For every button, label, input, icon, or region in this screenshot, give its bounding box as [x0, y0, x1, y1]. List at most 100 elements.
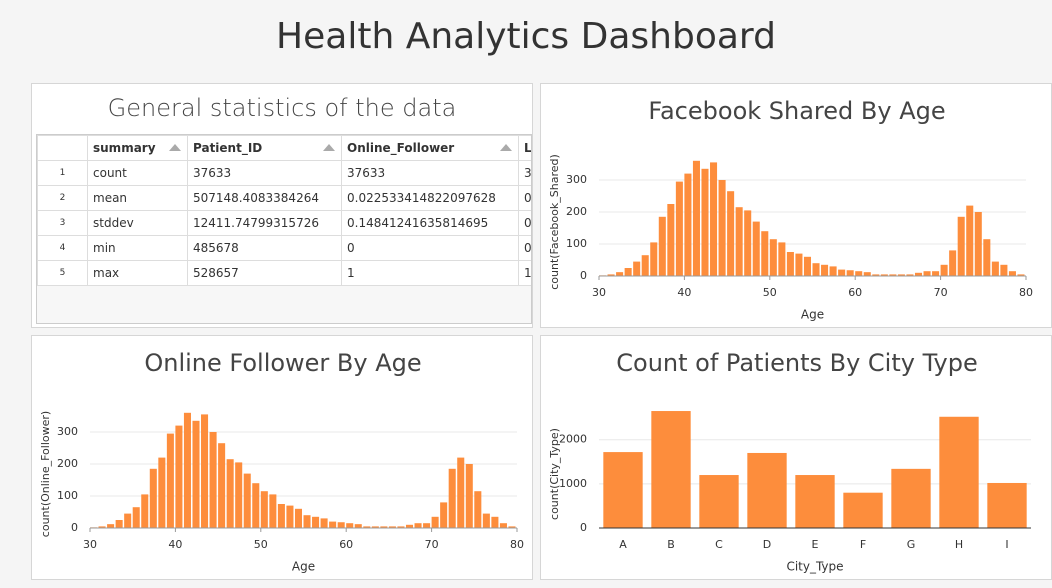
y-tick-label: 300: [57, 425, 78, 438]
bar: [1000, 264, 1008, 276]
table-row: 2 mean 507148.4083384264 0.0225334148220976…: [37, 185, 531, 211]
bar: [457, 457, 465, 528]
bar: [983, 239, 991, 276]
row-index: 3: [37, 210, 88, 236]
bar: [465, 464, 473, 528]
sort-icon[interactable]: [500, 144, 512, 151]
column-header: [37, 135, 88, 161]
x-tick-label: 70: [425, 538, 439, 551]
y-tick-label: 100: [566, 237, 587, 250]
bar: [312, 516, 320, 528]
y-tick-label: 1000: [559, 477, 587, 490]
sort-icon[interactable]: [169, 144, 181, 151]
column-header[interactable]: summary: [87, 135, 188, 161]
x-tick-label: E: [812, 538, 819, 551]
bar: [508, 526, 516, 528]
bar: [761, 231, 769, 276]
table-cell: 37633: [187, 160, 342, 186]
bar: [821, 264, 829, 276]
bar: [269, 494, 277, 528]
x-tick-label: 50: [254, 538, 268, 551]
x-tick-label: F: [860, 538, 866, 551]
bar: [192, 420, 200, 528]
table-cell: min: [87, 235, 188, 261]
bar: [183, 412, 191, 528]
bar: [633, 261, 641, 276]
y-tick-label: 100: [57, 489, 78, 502]
bar: [491, 516, 499, 528]
bar: [727, 191, 735, 276]
bar: [624, 268, 632, 276]
bar: [175, 425, 183, 528]
table-cell: 12411.74799315726: [187, 210, 342, 236]
sort-icon[interactable]: [323, 144, 335, 151]
bar: [448, 468, 456, 528]
bar: [303, 515, 311, 528]
x-tick-label: 80: [1019, 286, 1033, 299]
table-cell: 0: [518, 210, 531, 236]
bar: [744, 210, 752, 276]
chart: Count of Patients By City Type City_Type c…: [548, 349, 1031, 574]
row-index: 2: [37, 185, 88, 211]
x-tick-label: 40: [168, 538, 182, 551]
column-header[interactable]: L: [518, 135, 532, 161]
bar: [769, 239, 777, 276]
header-text: L: [524, 141, 532, 155]
y-tick-label: 0: [71, 521, 78, 534]
bar: [218, 443, 226, 528]
bar: [906, 274, 914, 276]
x-tick-label: H: [955, 538, 963, 551]
row-index: 4: [37, 235, 88, 261]
chart: Online Follower By Age Age count(Online_Fo…: [39, 349, 524, 574]
bar: [329, 521, 337, 528]
bar: [966, 205, 974, 276]
bar: [98, 526, 106, 528]
table-cell: 0.022533414822097628: [341, 185, 519, 211]
chart-panel: Facebook Shared By Age Age count(Facebook_…: [540, 83, 1052, 328]
bar: [371, 526, 379, 528]
bar: [320, 518, 328, 528]
x-tick-label: 60: [339, 538, 353, 551]
table-cell: mean: [87, 185, 188, 211]
bar: [932, 271, 940, 276]
bar: [880, 274, 888, 276]
bar: [747, 452, 787, 528]
bar: [1008, 271, 1016, 276]
table-cell: 37633: [341, 160, 519, 186]
bar: [423, 523, 431, 528]
chart-panel: Online Follower By Age Age count(Online_Fo…: [31, 335, 533, 580]
bar: [474, 491, 482, 528]
bar: [940, 264, 948, 276]
table-cell: 528657: [187, 260, 342, 286]
bar: [855, 271, 863, 276]
bar: [260, 491, 268, 528]
bar: [692, 160, 700, 276]
bar: [107, 524, 115, 528]
row-index: 5: [37, 260, 88, 286]
bar: [987, 482, 1027, 528]
bar: [277, 504, 285, 528]
bar: [778, 242, 786, 276]
x-tick-label: 30: [592, 286, 606, 299]
table-cell: stddev: [87, 210, 188, 236]
bar: [718, 180, 726, 276]
x-tick-label: I: [1005, 538, 1008, 551]
table-cell: max: [87, 260, 188, 286]
column-header[interactable]: Patient_ID: [187, 135, 342, 161]
bar: [603, 452, 643, 528]
bar: [414, 523, 422, 528]
table-panel: General statistics of the data summary Pa…: [31, 83, 533, 328]
column-header[interactable]: Online_Follower: [341, 135, 519, 161]
bar: [166, 433, 174, 528]
bar: [294, 508, 302, 528]
table-cell: count: [87, 160, 188, 186]
bar: [201, 414, 209, 528]
bar: [838, 269, 846, 276]
bar: [914, 272, 923, 276]
table-row: 4 min 485678 0 0: [37, 235, 531, 261]
bar: [889, 274, 897, 276]
bar: [286, 505, 294, 528]
bar: [149, 468, 157, 528]
header-text: Patient_ID: [193, 141, 263, 155]
